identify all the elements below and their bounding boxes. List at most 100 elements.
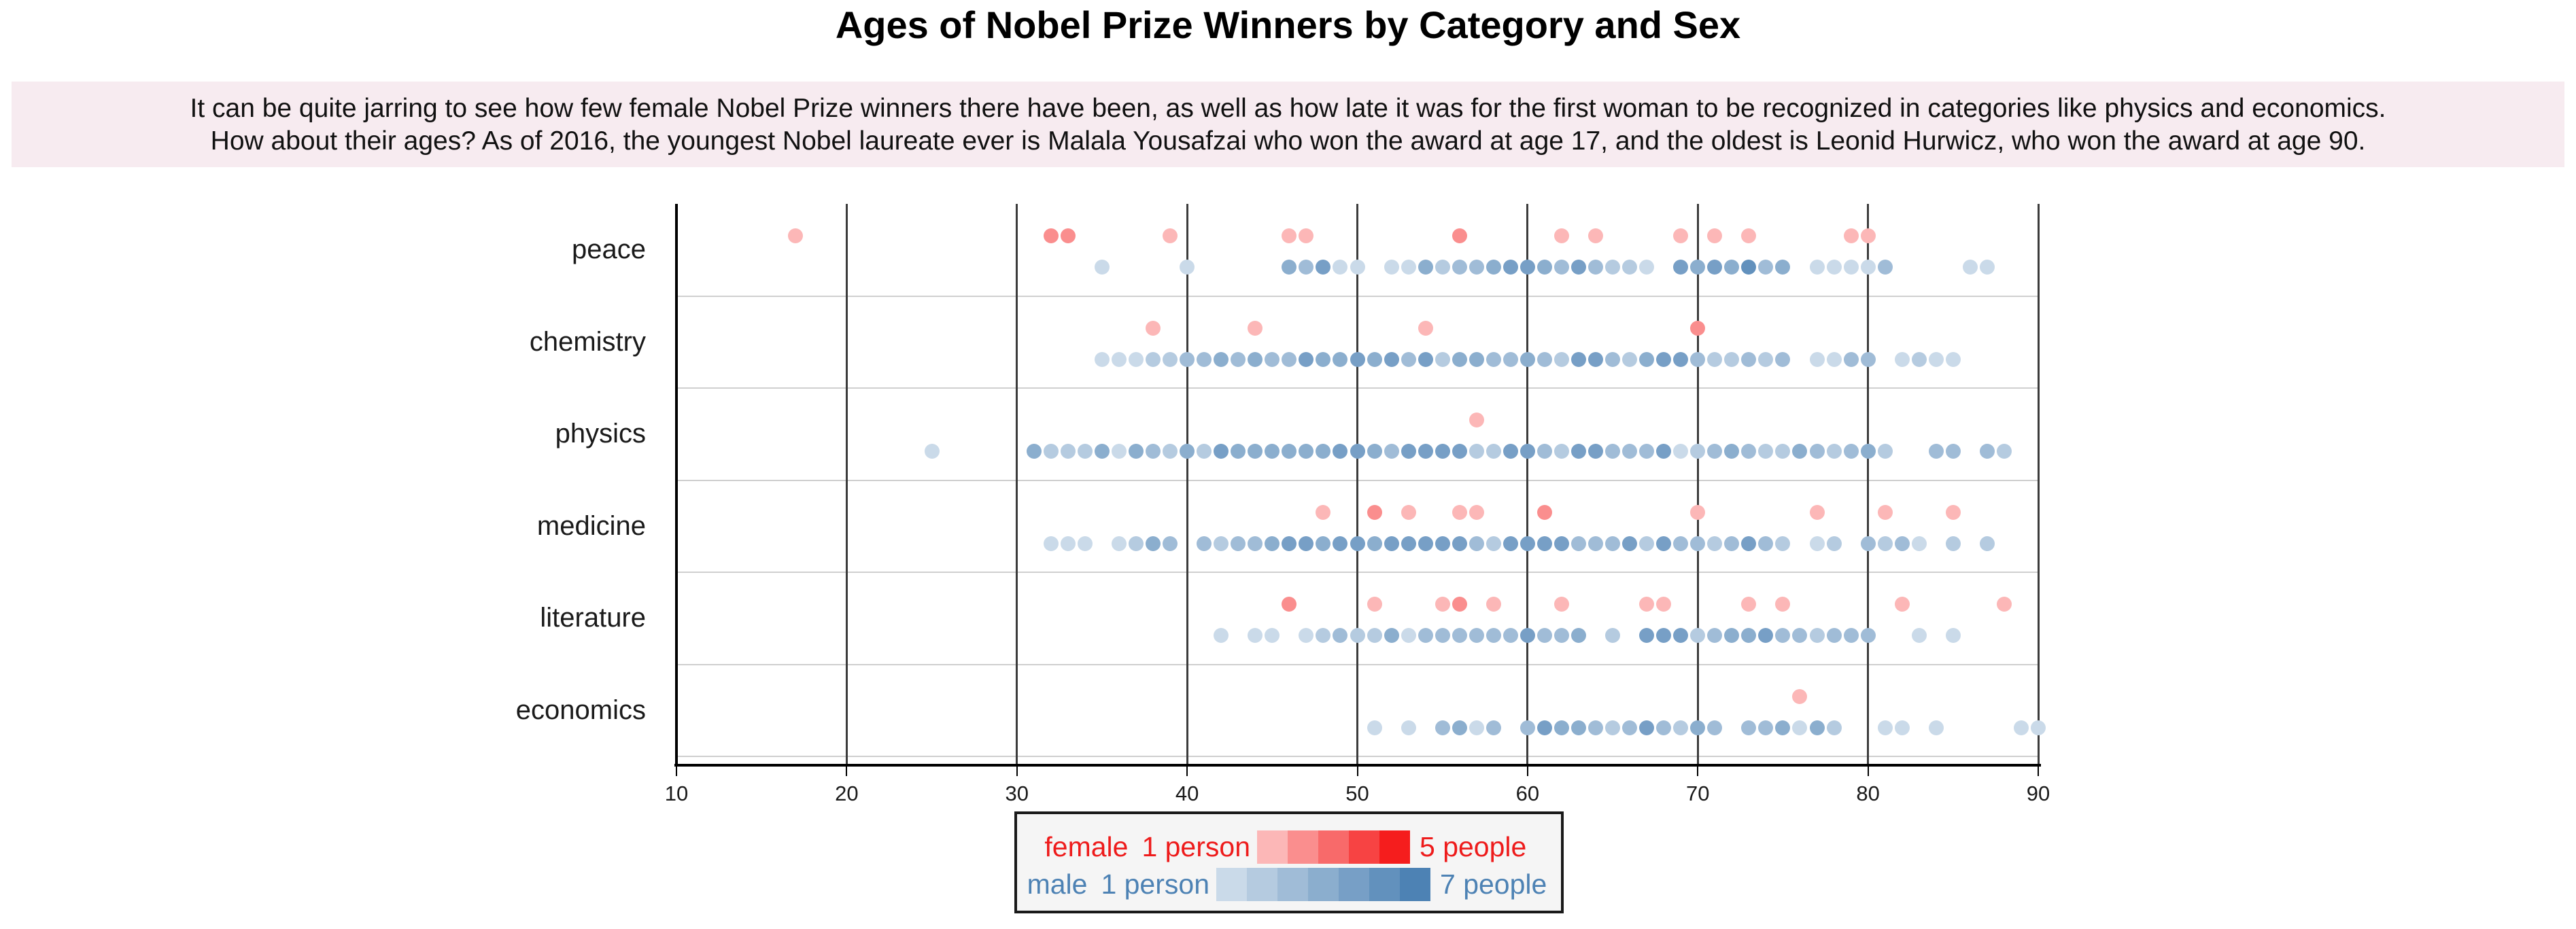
legend-swatch: [1257, 830, 1288, 864]
dot-male-physics-age-41: [1197, 444, 1212, 459]
dot-male-medicine-age-75: [1775, 536, 1791, 551]
legend-swatch: [1379, 830, 1410, 864]
x-axis-tick-50: [1356, 767, 1358, 776]
dot-male-physics-age-72: [1724, 444, 1740, 459]
dot-female-peace-age-62: [1553, 228, 1569, 243]
dot-male-literature-age-45: [1265, 628, 1280, 643]
dot-male-medicine-age-53: [1401, 536, 1416, 551]
dot-male-chemistry-age-72: [1724, 351, 1740, 367]
x-axis-tick-label-10: 10: [664, 782, 689, 805]
dot-male-economics-age-76: [1792, 720, 1808, 735]
dot-male-literature-age-55: [1435, 628, 1450, 643]
dot-male-physics-age-81: [1877, 444, 1893, 459]
x-axis-tick-label-50: 50: [1345, 782, 1369, 805]
dot-male-medicine-age-54: [1418, 536, 1433, 551]
dot-male-literature-age-83: [1911, 628, 1927, 643]
dot-male-chemistry-age-57: [1469, 351, 1484, 367]
x-axis-tick-label-20: 20: [835, 782, 859, 805]
x-axis-tick-60: [1526, 767, 1528, 776]
dot-male-physics-age-44: [1248, 444, 1263, 459]
dot-male-literature-age-47: [1299, 628, 1314, 643]
y-axis-label-literature: literature: [540, 603, 646, 633]
gridline-x-80: [1867, 204, 1870, 767]
gridline-x-40: [1186, 204, 1188, 767]
dot-male-literature-age-70: [1690, 628, 1706, 643]
dot-male-chemistry-age-36: [1111, 351, 1127, 367]
dot-male-medicine-age-48: [1316, 536, 1331, 551]
legend-male-gradient: [1216, 868, 1430, 901]
x-axis-tick-10: [676, 767, 677, 776]
dot-male-chemistry-age-44: [1248, 351, 1263, 367]
x-axis-line: [674, 764, 2041, 767]
x-axis-tick-80: [1867, 767, 1869, 776]
dot-female-peace-age-73: [1741, 228, 1757, 243]
dot-male-economics-age-81: [1877, 720, 1893, 735]
dot-male-peace-age-56: [1452, 260, 1467, 275]
dot-male-physics-age-79: [1843, 444, 1859, 459]
dot-male-physics-age-77: [1809, 444, 1825, 459]
dot-male-chemistry-age-69: [1673, 351, 1689, 367]
dot-male-physics-age-45: [1265, 444, 1280, 459]
dot-male-literature-age-56: [1452, 628, 1467, 643]
dot-male-economics-age-61: [1536, 720, 1552, 735]
x-axis-tick-label-60: 60: [1515, 782, 1540, 805]
dot-female-medicine-age-51: [1367, 504, 1382, 520]
gridline-x-60: [1526, 204, 1529, 767]
subtitle-line-2: How about their ages? As of 2016, the yo…: [210, 126, 2366, 156]
dot-female-medicine-age-85: [1945, 504, 1961, 520]
dot-male-physics-age-74: [1758, 444, 1774, 459]
dot-male-medicine-age-65: [1605, 536, 1621, 551]
dot-male-physics-age-87: [1979, 444, 1995, 459]
dot-male-physics-age-85: [1945, 444, 1961, 459]
dot-female-peace-age-69: [1673, 228, 1689, 243]
page-title: Ages of Nobel Prize Winners by Category …: [835, 3, 1741, 46]
dot-male-chemistry-age-74: [1758, 351, 1774, 367]
gridline-x-50: [1356, 204, 1358, 767]
dot-male-physics-age-50: [1350, 444, 1365, 459]
dot-male-physics-age-69: [1673, 444, 1689, 459]
dot-male-chemistry-age-56: [1452, 351, 1467, 367]
dot-male-physics-age-68: [1656, 444, 1672, 459]
dot-male-peace-age-72: [1724, 260, 1740, 275]
dot-male-economics-age-74: [1758, 720, 1774, 735]
dot-male-chemistry-age-49: [1333, 351, 1348, 367]
dot-male-economics-age-77: [1809, 720, 1825, 735]
legend-female-label: female 1 person: [1044, 831, 1250, 862]
y-axis-label-peace: peace: [572, 234, 646, 264]
dot-male-peace-age-35: [1094, 260, 1110, 275]
dot-male-peace-age-77: [1809, 260, 1825, 275]
dot-male-peace-age-71: [1707, 260, 1723, 275]
dot-male-peace-age-75: [1775, 260, 1791, 275]
dot-male-literature-age-52: [1384, 628, 1399, 643]
dot-male-literature-age-68: [1656, 628, 1672, 643]
dot-male-physics-age-38: [1146, 444, 1161, 459]
dot-male-literature-age-73: [1741, 628, 1757, 643]
dot-male-medicine-age-34: [1077, 536, 1093, 551]
dot-male-physics-age-71: [1707, 444, 1723, 459]
dot-female-peace-age-32: [1043, 228, 1059, 243]
dot-male-peace-age-78: [1826, 260, 1842, 275]
dot-male-peace-age-40: [1180, 260, 1195, 275]
dot-male-peace-age-47: [1299, 260, 1314, 275]
dot-male-literature-age-79: [1843, 628, 1859, 643]
dot-male-economics-age-57: [1469, 720, 1484, 735]
dot-female-medicine-age-56: [1452, 504, 1467, 520]
dot-male-medicine-age-81: [1877, 536, 1893, 551]
x-axis-tick-label-90: 90: [2026, 782, 2050, 805]
dot-female-chemistry-age-44: [1248, 320, 1263, 336]
dot-male-medicine-age-47: [1299, 536, 1314, 551]
dot-male-chemistry-age-39: [1163, 351, 1178, 367]
dot-male-chemistry-age-58: [1486, 351, 1501, 367]
dot-female-peace-age-47: [1299, 228, 1314, 243]
dot-male-medicine-age-77: [1809, 536, 1825, 551]
dot-female-literature-age-82: [1894, 597, 1910, 612]
dot-male-medicine-age-63: [1570, 536, 1586, 551]
dot-male-chemistry-age-41: [1197, 351, 1212, 367]
dot-male-economics-age-73: [1741, 720, 1757, 735]
x-axis-tick-30: [1016, 767, 1018, 776]
dot-male-medicine-age-49: [1333, 536, 1348, 551]
dot-male-physics-age-64: [1588, 444, 1604, 459]
dot-male-physics-age-61: [1536, 444, 1552, 459]
dot-male-physics-age-76: [1792, 444, 1808, 459]
